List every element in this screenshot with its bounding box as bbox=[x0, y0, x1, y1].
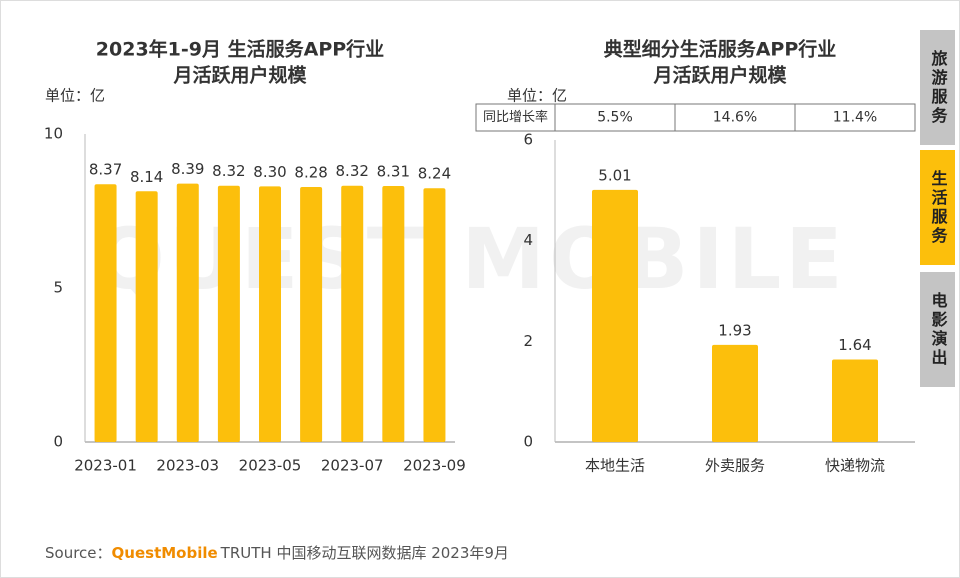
data-label: 1.64 bbox=[838, 336, 871, 354]
y-unit: 单位：亿 bbox=[507, 87, 567, 105]
data-label: 8.37 bbox=[89, 161, 122, 179]
table-cell-text: 11.4% bbox=[833, 110, 877, 126]
tab[interactable]: 旅游服务 bbox=[920, 30, 955, 145]
chart-title: 典型细分生活服务APP行业 bbox=[604, 38, 837, 61]
bar bbox=[300, 186, 323, 442]
tab[interactable]: 电影演出 bbox=[920, 272, 955, 387]
x-tick-label: 本地生活 bbox=[585, 457, 645, 475]
x-tick-label: 2023-05 bbox=[239, 457, 302, 475]
x-tick-label: 2023-03 bbox=[156, 457, 219, 475]
x-tick-label: 外卖服务 bbox=[705, 457, 765, 475]
source: Source：QuestMobile TRUTH 中国移动互联网数据库 2023年… bbox=[45, 544, 509, 562]
x-tick-label: 2023-01 bbox=[74, 457, 137, 475]
y-tick-label: 10 bbox=[44, 125, 63, 143]
data-label: 5.01 bbox=[598, 166, 631, 184]
bar bbox=[423, 188, 446, 442]
bar bbox=[341, 185, 364, 442]
source-prefix: Source： bbox=[45, 544, 112, 562]
bar bbox=[259, 186, 281, 442]
data-label: 8.14 bbox=[130, 168, 163, 186]
chart-title: 月活跃用户规模 bbox=[172, 64, 307, 87]
data-label: 8.32 bbox=[212, 162, 245, 180]
bar bbox=[217, 185, 240, 442]
data-label: 8.32 bbox=[336, 162, 369, 180]
data-label: 8.31 bbox=[377, 163, 410, 181]
data-label: 8.24 bbox=[418, 165, 451, 183]
source-brand: QuestMobile bbox=[112, 544, 218, 562]
source-text: TRUTH 中国移动互联网数据库 2023年9月 bbox=[220, 544, 509, 562]
y-tick-label: 2 bbox=[523, 332, 533, 350]
y-tick-label: 6 bbox=[523, 131, 533, 149]
bar bbox=[382, 186, 405, 442]
table-cell-text: 14.6% bbox=[713, 110, 757, 126]
bar bbox=[592, 189, 638, 442]
chart-title: 2023年1-9月 生活服务APP行业 bbox=[96, 38, 384, 61]
y-tick-label: 4 bbox=[523, 231, 533, 249]
table-header-cell bbox=[475, 103, 556, 132]
bar bbox=[135, 191, 158, 442]
tab[interactable]: 生活服务 bbox=[920, 150, 955, 265]
x-tick-label: 2023-07 bbox=[321, 457, 384, 475]
table-header: 同比增长率 bbox=[483, 109, 548, 125]
data-label: 8.28 bbox=[294, 163, 327, 181]
y-tick-label: 0 bbox=[53, 433, 63, 451]
table-cell bbox=[554, 103, 676, 132]
x-tick-label: 快递物流 bbox=[825, 457, 885, 475]
data-label: 8.39 bbox=[171, 160, 204, 178]
bar bbox=[832, 359, 878, 442]
x-tick-label: 2023-09 bbox=[403, 457, 466, 475]
chart-title: 月活跃用户规模 bbox=[652, 64, 787, 87]
table-cell bbox=[794, 103, 916, 132]
data-label: 8.30 bbox=[253, 163, 286, 181]
bar bbox=[94, 184, 117, 443]
bar bbox=[176, 183, 199, 442]
y-unit: 单位：亿 bbox=[45, 87, 105, 105]
table-cell-text: 5.5% bbox=[597, 110, 633, 126]
y-tick-label: 5 bbox=[53, 279, 63, 297]
data-label: 1.93 bbox=[718, 321, 751, 339]
y-tick-label: 0 bbox=[523, 433, 533, 451]
bar bbox=[712, 344, 758, 442]
watermark: QUEST MOBILE bbox=[93, 210, 846, 308]
